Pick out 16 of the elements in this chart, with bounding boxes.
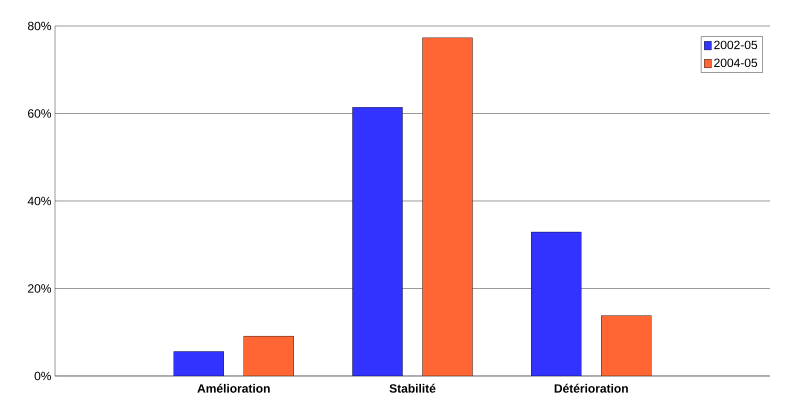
bar [601,315,652,376]
x-tick-label: Stabilité [390,384,436,393]
bar [174,351,224,376]
legend-label: 2002-05 [714,40,758,50]
bar [531,232,582,376]
y-tick-label: 20% [28,284,52,293]
bar [422,38,473,376]
legend-label: 2004-05 [714,58,758,68]
bar [244,336,294,376]
y-tick-label: 60% [28,109,52,118]
bar [352,107,403,376]
y-tick-label: 0% [34,372,52,380]
x-tick-label: Amélioration [197,384,270,393]
y-tick-label: 40% [28,196,52,206]
y-tick-label: 80% [28,22,52,30]
x-tick-label: Détérioration [554,384,628,393]
